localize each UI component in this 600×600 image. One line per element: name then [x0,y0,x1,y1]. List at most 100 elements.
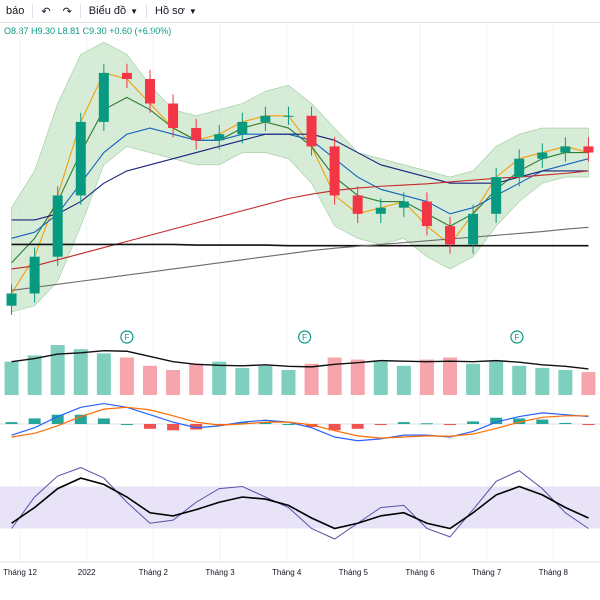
candle-body [29,256,40,294]
volume-bar [443,357,457,395]
volume-bar [419,359,434,395]
volume-bar [327,357,342,395]
event-marker-label: F [302,333,307,342]
macd-histogram-bar [467,421,480,424]
ohlc-high: H9.30 [31,26,56,36]
x-tick-label: 2022 [78,568,96,577]
event-marker-label: F [514,333,519,342]
candle-body [6,293,17,306]
volume-bar [73,349,88,395]
volume-bar [281,370,296,395]
volume-bar [396,365,411,395]
x-tick-label: Tháng 7 [472,568,502,577]
candle-body [352,195,363,214]
macd-histogram-bar [536,419,549,424]
candle-body [98,72,109,122]
chart-type-button[interactable]: Biểu đồ ▼ [83,0,144,22]
bollinger-band [11,41,589,313]
ma-line-7 [11,226,589,291]
volume-bar [304,363,319,395]
candle-body [560,146,571,153]
macd-histogram-bar [420,423,433,425]
macd-histogram-bar [236,422,249,424]
macd-histogram-bar [582,424,595,425]
candle-body [75,121,86,196]
rsi-band [0,486,600,529]
macd-histogram-bar [167,424,180,431]
volume-bar [581,372,596,395]
volume-bar [512,365,527,395]
ohlc-change: +0.60 (+6.90%) [109,26,172,36]
rsi-line [11,477,589,530]
macd-histogram-bar [490,417,503,424]
macd-histogram-bar [120,424,133,425]
x-tick-label: Tháng 2 [139,568,169,577]
alerts-button[interactable]: báo [0,0,30,22]
volume-bar [212,361,227,395]
candle-body [52,195,63,257]
x-tick-label: Tháng 3 [205,568,235,577]
redo-icon: ↷ [62,5,72,18]
volume-ma-line [11,350,589,370]
volume-bar [50,345,65,395]
candle-body [214,134,225,141]
chart-type-label: Biểu đồ [88,5,127,17]
macd-line [11,402,589,442]
candle-body [168,103,179,129]
macd-histogram-bar [444,424,456,425]
candle-body [145,79,155,104]
volume-bar [373,361,388,395]
macd-histogram-bar [513,418,526,424]
candle-body [491,177,502,214]
candle-body [260,115,271,122]
event-marker [510,330,524,344]
stochastic-line [11,467,589,540]
ma-line-6 [11,243,589,247]
candle-body [583,146,594,153]
macd-histogram-bar [97,418,110,424]
macd-histogram-bar [51,414,64,424]
candle-body [537,152,548,159]
macd-histogram-bar [28,418,41,424]
candle-body [468,213,479,245]
volume-bar [558,370,573,395]
macd-histogram-bar [5,422,18,424]
volume-bar [27,355,42,395]
macd-histogram-bar [282,424,295,425]
candle-body [283,115,294,117]
profile-button[interactable]: Hồ sơ ▼ [149,0,203,22]
candle-body [191,128,202,141]
x-tick-label: Tháng 12 [3,568,37,577]
event-marker [120,330,134,344]
volume-bar [350,359,365,395]
volume-bar [258,365,273,395]
undo-button[interactable]: ↶ [35,0,56,22]
candle-body [445,226,455,245]
volume-bar [235,367,250,395]
macd-histogram-bar [190,424,203,430]
candle-body [421,201,432,227]
macd-histogram-bar [559,422,572,424]
volume-bar [143,365,157,395]
chevron-down-icon: ▼ [188,6,197,16]
macd-histogram-bar [397,422,410,424]
candle-body [121,72,132,80]
x-tick-label: Tháng 4 [272,568,302,577]
redo-button[interactable]: ↷ [57,0,78,22]
macd-histogram-bar [144,424,156,429]
volume-bar [466,363,481,395]
toolbar-divider [79,4,81,18]
macd-histogram-bar [328,424,341,431]
candle-body [398,201,409,208]
volume-bar [189,363,204,395]
macd-histogram-bar [351,424,364,429]
candle-body [514,158,525,178]
chevron-down-icon: ▼ [130,6,139,16]
macd-histogram-bar [213,424,226,425]
x-tick-label: Tháng 8 [539,568,569,577]
candle-body [375,207,386,214]
volume-bar [4,361,19,395]
toolbar-divider [32,4,34,18]
undo-icon: ↶ [41,5,51,18]
